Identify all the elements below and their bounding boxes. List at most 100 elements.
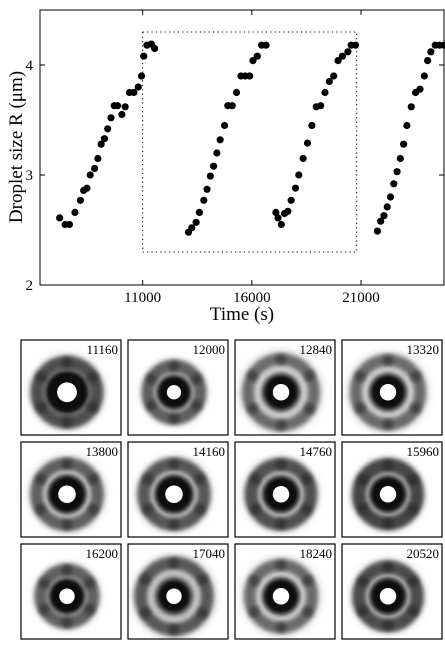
scattering-panel: 12840 bbox=[234, 339, 336, 436]
scattering-panel: 14160 bbox=[127, 441, 229, 538]
panel-time-label: 18240 bbox=[300, 546, 333, 561]
y-tick-label: 4 bbox=[26, 58, 34, 74]
data-point bbox=[321, 88, 329, 97]
scattering-panel: 12000 bbox=[127, 339, 229, 436]
data-point bbox=[380, 212, 388, 220]
data-point bbox=[65, 220, 74, 229]
scattering-panel: 15960 bbox=[341, 441, 443, 538]
data-point bbox=[76, 196, 84, 204]
scattering-panel: 20520 bbox=[341, 543, 443, 640]
data-point bbox=[232, 88, 241, 97]
data-point bbox=[400, 140, 408, 148]
data-point bbox=[383, 203, 391, 211]
data-point bbox=[206, 172, 214, 180]
y-tick-label: 3 bbox=[26, 168, 34, 184]
data-point bbox=[386, 193, 395, 201]
x-axis-ticks: 11000 16000 21000 bbox=[124, 10, 380, 306]
scattering-panel: 13800 bbox=[20, 441, 122, 538]
data-point bbox=[287, 196, 295, 204]
panel-time-label: 13800 bbox=[86, 444, 119, 459]
data-point bbox=[373, 227, 381, 235]
panel-frame bbox=[127, 543, 229, 640]
data-point bbox=[213, 149, 221, 157]
panel-frame bbox=[341, 543, 443, 640]
scattering-pattern-grid: 11160 12000 12840 13320 13800 14160 14760 15960… bbox=[20, 339, 443, 640]
data-point bbox=[121, 103, 129, 111]
scattering-panel: 13320 bbox=[341, 339, 443, 436]
data-point bbox=[377, 217, 385, 225]
data-point bbox=[192, 218, 200, 226]
data-point bbox=[274, 214, 282, 222]
panel-time-label: 13320 bbox=[407, 342, 440, 357]
data-point bbox=[330, 72, 338, 80]
panel-frame bbox=[20, 339, 122, 436]
data-point bbox=[216, 136, 224, 144]
data-point bbox=[407, 103, 415, 111]
data-point bbox=[416, 85, 424, 93]
x-tick-label: 11000 bbox=[124, 290, 161, 306]
data-point bbox=[249, 57, 257, 65]
data-point bbox=[325, 77, 333, 86]
y-tick-label: 2 bbox=[26, 278, 34, 294]
data-point bbox=[334, 57, 342, 65]
data-point bbox=[140, 52, 148, 60]
data-point bbox=[56, 214, 64, 222]
data-point bbox=[262, 41, 270, 49]
panel-time-label: 15960 bbox=[407, 444, 440, 459]
data-point bbox=[71, 208, 79, 216]
scattering-panel: 14760 bbox=[234, 441, 336, 538]
data-point bbox=[210, 162, 218, 170]
panel-time-label: 20520 bbox=[407, 546, 440, 561]
plot-area bbox=[39, 9, 445, 286]
y-axis-ticks: 2 3 4 bbox=[26, 58, 444, 294]
panel-time-label: 12000 bbox=[193, 342, 226, 357]
scattering-panel: 17040 bbox=[127, 543, 229, 640]
data-point bbox=[130, 88, 138, 97]
panel-frame bbox=[127, 441, 229, 538]
data-point bbox=[253, 52, 261, 60]
data-point bbox=[299, 154, 307, 163]
data-point bbox=[246, 72, 254, 80]
data-point bbox=[351, 41, 360, 49]
data-point bbox=[308, 121, 316, 130]
data-point bbox=[440, 41, 445, 49]
panel-frame bbox=[341, 441, 443, 538]
data-point bbox=[86, 171, 94, 179]
panel-time-label: 11160 bbox=[86, 342, 118, 357]
data-point bbox=[393, 168, 401, 176]
data-point bbox=[228, 102, 236, 110]
scattering-panel: 18240 bbox=[234, 543, 336, 640]
panel-frame bbox=[234, 441, 336, 538]
data-point bbox=[303, 139, 312, 147]
y-axis-label: Droplet size R (μm) bbox=[6, 71, 27, 223]
panel-frame bbox=[20, 441, 122, 538]
data-point bbox=[90, 164, 99, 172]
data-point bbox=[195, 208, 204, 216]
panel-time-label: 17040 bbox=[193, 546, 226, 561]
data-point bbox=[203, 185, 211, 193]
data-point bbox=[107, 114, 115, 122]
data-point bbox=[295, 171, 303, 179]
data-point bbox=[427, 48, 435, 56]
data-point bbox=[396, 154, 404, 163]
scattering-panel: 11160 bbox=[20, 339, 122, 436]
panel-time-label: 14160 bbox=[193, 444, 226, 459]
panel-time-label: 16200 bbox=[86, 546, 119, 561]
panel-frame bbox=[20, 543, 122, 640]
highlight-region bbox=[142, 31, 358, 253]
data-point bbox=[97, 140, 105, 148]
data-point bbox=[137, 72, 146, 80]
data-point bbox=[134, 83, 142, 91]
data-point bbox=[83, 184, 91, 192]
data-point bbox=[317, 102, 325, 110]
droplet-size-chart: 2 3 4 11000 16000 21000 Time (s) Droplet siz… bbox=[6, 9, 445, 325]
data-point bbox=[220, 121, 229, 130]
panel-frame bbox=[234, 543, 336, 640]
panel-frame bbox=[341, 339, 443, 436]
data-points bbox=[56, 40, 445, 236]
data-point bbox=[200, 196, 208, 204]
data-point bbox=[277, 220, 285, 229]
data-point bbox=[284, 207, 292, 215]
data-point bbox=[403, 121, 411, 130]
data-point bbox=[338, 52, 347, 60]
